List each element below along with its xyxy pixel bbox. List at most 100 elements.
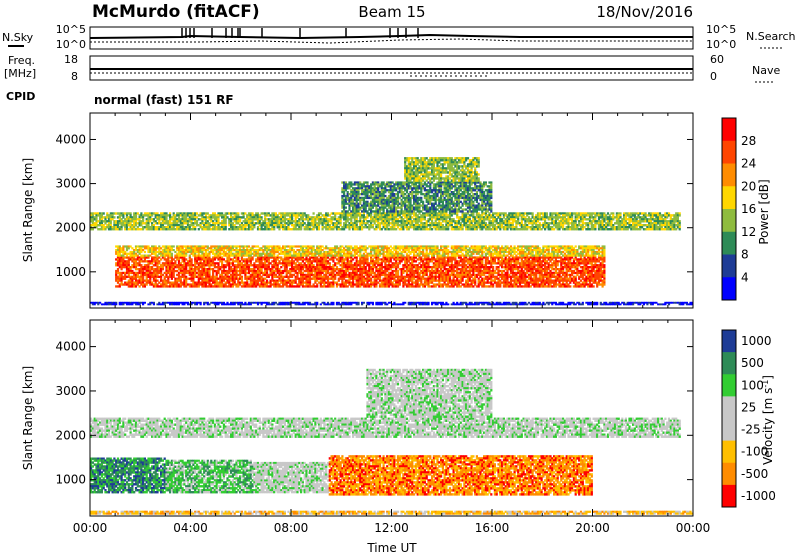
heatmap-cell	[195, 266, 199, 269]
heatmap-cell	[230, 301, 233, 304]
heatmap-cell	[136, 273, 139, 277]
heatmap-cell	[285, 285, 288, 288]
heatmap-cell	[666, 301, 669, 304]
heatmap-cell	[269, 285, 272, 288]
heatmap-cell	[409, 277, 412, 280]
heatmap-cell	[292, 285, 295, 288]
heatmap-cell	[641, 301, 644, 304]
heatmap-cell	[230, 275, 233, 278]
heatmap-cell	[359, 277, 362, 280]
heatmap-cell	[258, 279, 261, 282]
heatmap-cell	[212, 262, 215, 265]
heatmap-cell	[578, 303, 581, 306]
heatmap-cell	[169, 268, 172, 271]
heatmap-cell	[361, 262, 364, 265]
heatmap-cell	[201, 283, 204, 286]
heatmap-cell	[156, 283, 159, 286]
heatmap-cell	[395, 268, 398, 271]
heatmap-cell	[335, 262, 339, 265]
heatmap-cell	[226, 285, 229, 288]
heatmap-cell	[628, 303, 631, 306]
heatmap-cell	[210, 260, 213, 263]
heatmap-cell	[258, 283, 261, 286]
heatmap-cell	[294, 258, 297, 261]
heatmap-cell	[319, 285, 322, 288]
heatmap-cell	[321, 285, 324, 288]
heatmap-cell	[325, 268, 328, 271]
heatmap-cell	[373, 279, 376, 282]
heatmap-cell	[127, 260, 130, 263]
heatmap-cell	[572, 303, 575, 306]
heatmap-cell	[377, 271, 380, 275]
heatmap-cell	[133, 275, 136, 278]
heatmap-cell	[190, 275, 193, 278]
heatmap-cell	[138, 271, 141, 275]
heatmap-cell	[362, 285, 365, 288]
heatmap-cell	[177, 283, 181, 286]
heatmap-cell	[319, 260, 322, 263]
heatmap-cell	[256, 264, 260, 267]
heatmap-cell	[255, 285, 258, 288]
heatmap-cell	[377, 262, 380, 265]
heatmap-cell	[280, 279, 283, 282]
heatmap-cell	[233, 301, 236, 304]
heatmap-cell	[127, 269, 130, 273]
heatmap-cell	[183, 303, 186, 306]
heatmap-cell	[269, 271, 272, 275]
heatmap-cell	[247, 268, 251, 271]
heatmap-cell	[201, 277, 204, 280]
heatmap-cell	[339, 303, 342, 306]
heatmap-cell	[344, 266, 347, 269]
heatmap-cell	[292, 301, 295, 304]
heatmap-cell	[359, 271, 362, 275]
heatmap-cell	[186, 260, 190, 263]
heatmap-cell	[291, 301, 294, 304]
heatmap-cell	[265, 281, 269, 284]
heatmap-cell	[298, 285, 301, 288]
heatmap-cell	[323, 277, 326, 280]
heatmap-cell	[138, 256, 141, 259]
heatmap-cell	[409, 275, 412, 278]
heatmap-cell	[197, 258, 200, 261]
heatmap-cell	[233, 256, 236, 259]
heatmap-cell	[115, 258, 118, 261]
heatmap-cell	[127, 262, 130, 265]
heatmap-cell	[332, 283, 335, 286]
heatmap-cell	[199, 283, 202, 286]
heatmap-cell	[140, 269, 143, 273]
heatmap-cell	[393, 262, 396, 265]
heatmap-cell	[104, 303, 107, 306]
heatmap-cell	[463, 301, 466, 304]
heatmap-cell	[269, 262, 272, 265]
heatmap-cell	[219, 266, 222, 269]
heatmap-cell	[152, 269, 155, 273]
heatmap-cell	[212, 271, 215, 275]
heatmap-cell	[285, 266, 288, 269]
heatmap-cell	[208, 264, 211, 267]
heatmap-cell	[260, 264, 263, 267]
heatmap-cell	[158, 266, 161, 269]
heatmap-cell	[278, 275, 281, 278]
heatmap-cell	[134, 277, 138, 280]
heatmap-cell	[312, 303, 315, 306]
heatmap-cell	[213, 301, 216, 304]
heatmap-cell	[267, 281, 270, 284]
heatmap-cell	[136, 281, 139, 284]
heatmap-cell	[366, 271, 369, 275]
heatmap-cell	[431, 279, 434, 282]
heatmap-cell	[330, 283, 333, 286]
heatmap-cell	[185, 269, 188, 273]
heatmap-cell	[601, 303, 604, 306]
heatmap-cell	[280, 277, 283, 280]
heatmap-cell	[436, 256, 439, 259]
heatmap-cell	[124, 275, 127, 278]
heatmap-cell	[239, 264, 242, 267]
heatmap-cell	[413, 264, 416, 267]
heatmap-cell	[235, 260, 238, 263]
heatmap-cell	[312, 285, 315, 288]
heatmap-cell	[230, 277, 233, 280]
heatmap-cell	[393, 269, 396, 273]
heatmap-cell	[262, 281, 265, 284]
heatmap-cell	[228, 285, 231, 288]
heatmap-cell	[203, 266, 206, 269]
